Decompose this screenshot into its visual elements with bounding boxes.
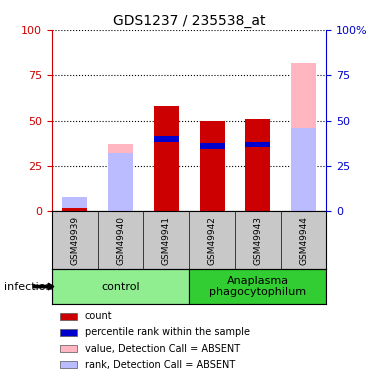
Bar <box>52 268 189 304</box>
Bar <box>60 329 77 336</box>
Text: Anaplasma
phagocytophilum: Anaplasma phagocytophilum <box>209 276 306 297</box>
Bar <box>60 313 77 320</box>
Text: GSM49943: GSM49943 <box>253 216 262 265</box>
Text: GSM49944: GSM49944 <box>299 216 308 265</box>
Text: GSM49941: GSM49941 <box>162 216 171 265</box>
Bar <box>291 128 316 212</box>
Bar <box>60 361 77 368</box>
Bar <box>245 141 270 147</box>
Bar <box>60 345 77 352</box>
Text: control: control <box>101 282 140 291</box>
Bar <box>291 63 316 211</box>
Text: GSM49939: GSM49939 <box>70 216 79 265</box>
Text: GSM49942: GSM49942 <box>208 216 217 265</box>
Text: count: count <box>85 312 112 321</box>
Bar <box>62 197 88 211</box>
Bar <box>189 268 326 304</box>
Bar <box>200 143 225 149</box>
Title: GDS1237 / 235538_at: GDS1237 / 235538_at <box>113 13 266 28</box>
Text: value, Detection Call = ABSENT: value, Detection Call = ABSENT <box>85 344 240 354</box>
Text: infection: infection <box>4 282 52 291</box>
Bar <box>108 153 133 212</box>
Text: rank, Detection Call = ABSENT: rank, Detection Call = ABSENT <box>85 360 235 370</box>
Text: percentile rank within the sample: percentile rank within the sample <box>85 327 250 338</box>
Bar <box>108 144 133 211</box>
Text: GSM49940: GSM49940 <box>116 216 125 265</box>
Bar <box>154 106 179 211</box>
Bar <box>62 202 88 211</box>
Bar <box>62 208 88 212</box>
Bar <box>154 136 179 141</box>
Bar <box>200 121 225 211</box>
Bar <box>245 119 270 211</box>
